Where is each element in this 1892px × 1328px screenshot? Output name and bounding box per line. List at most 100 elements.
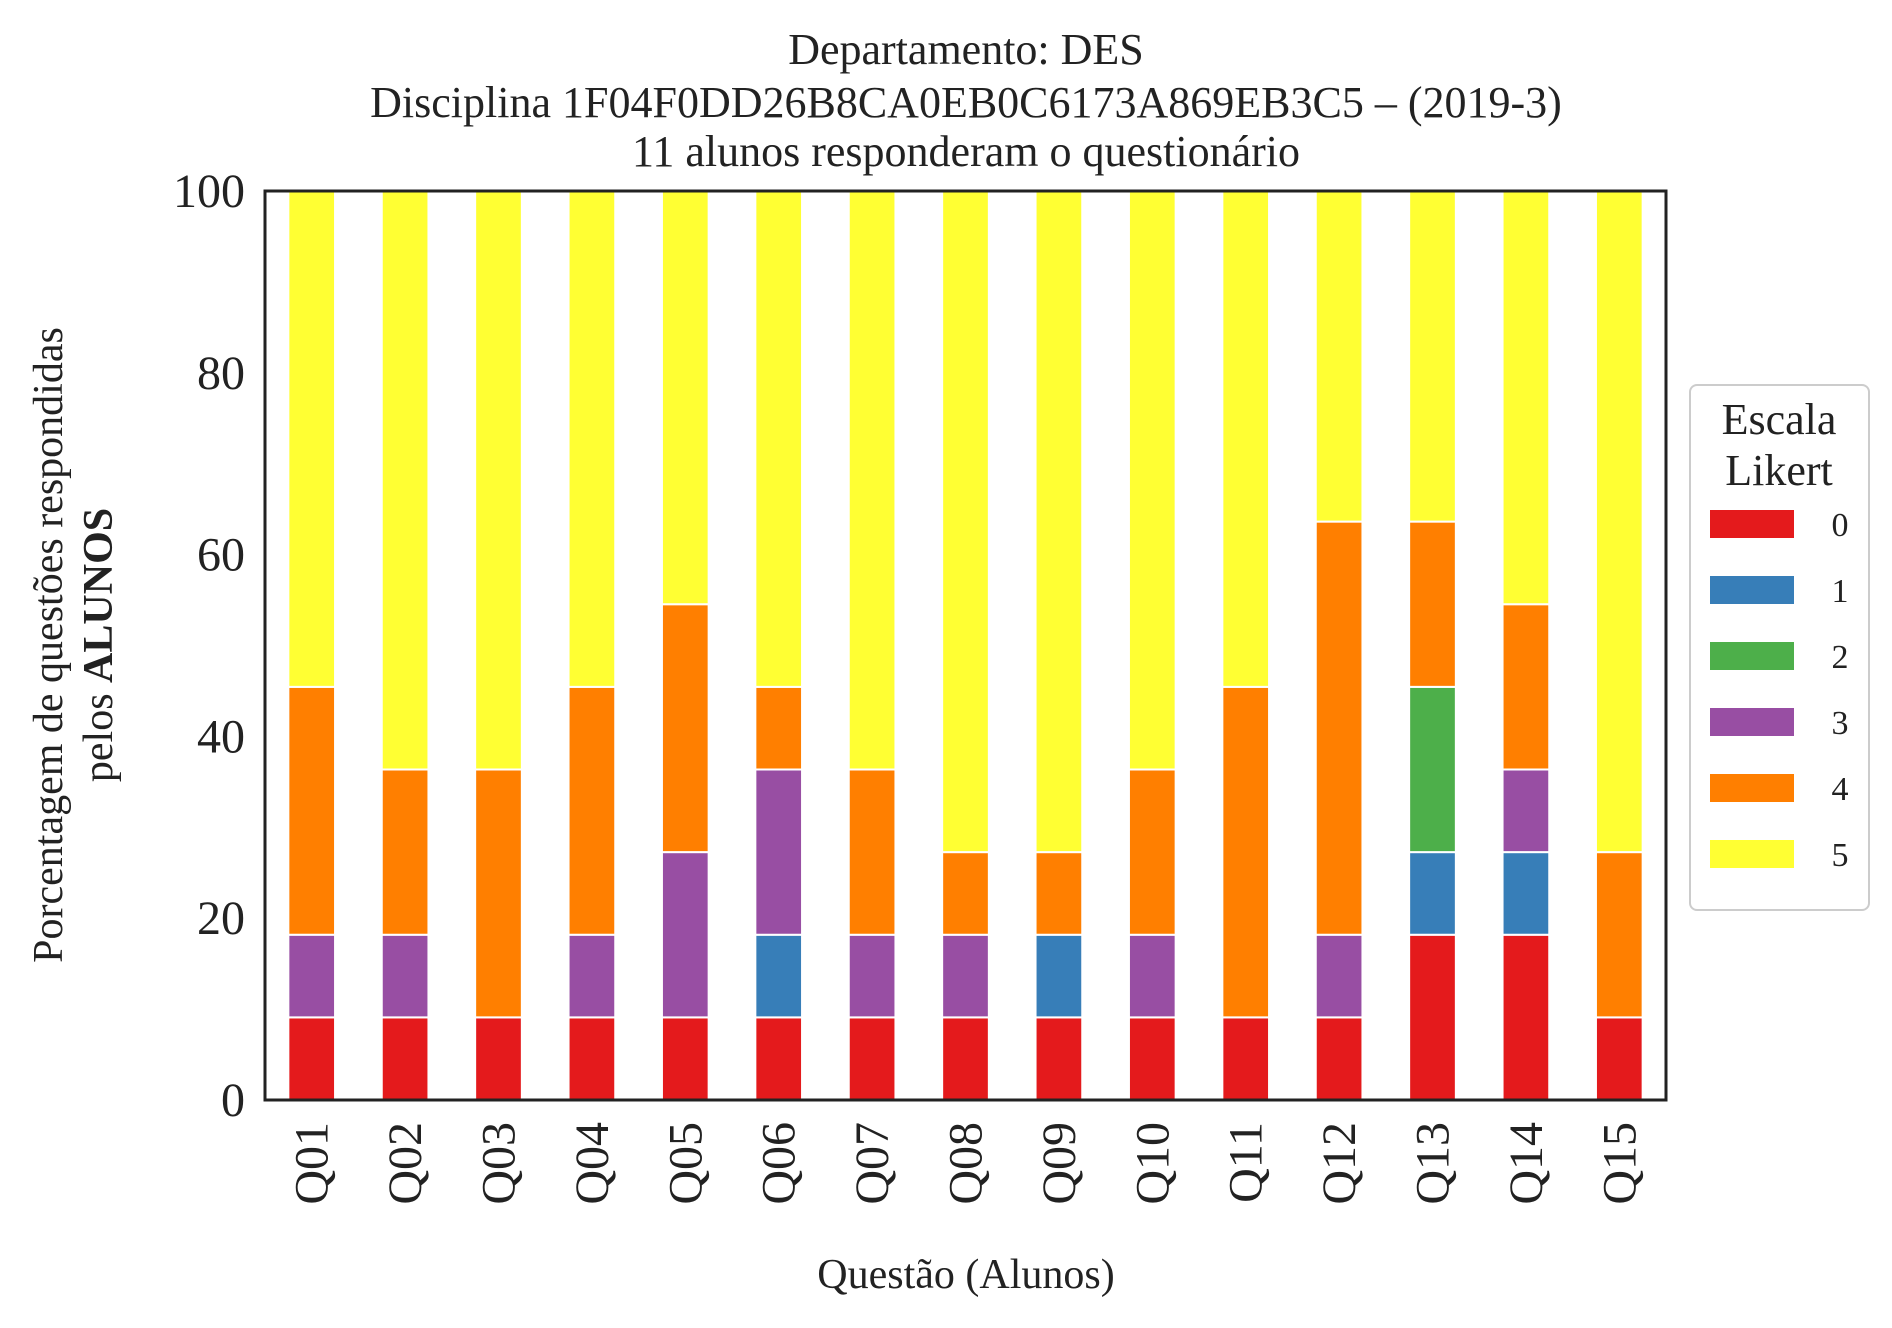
x-tick-q03: Q03 bbox=[473, 1122, 526, 1205]
title-line-1: Departamento: DES bbox=[788, 25, 1144, 74]
x-tick-q01: Q01 bbox=[286, 1122, 339, 1205]
legend-label-4: 4 bbox=[1832, 771, 1849, 808]
bar-q09-level-4 bbox=[1034, 851, 1084, 936]
x-tick-q12: Q12 bbox=[1313, 1122, 1366, 1205]
y-tick-label-0: 0 bbox=[221, 1074, 245, 1127]
bar-q02-level-3 bbox=[380, 933, 430, 1019]
y-tick-label-100: 100 bbox=[173, 165, 245, 218]
bar-q08-level-0 bbox=[941, 1016, 990, 1101]
x-tick-label-q15: Q15 bbox=[1593, 1122, 1646, 1205]
bar-q03-level-5 bbox=[474, 190, 523, 771]
y-axis-label-prefix: pelos bbox=[76, 683, 122, 782]
bar-q10-level-4 bbox=[1127, 768, 1177, 936]
bar-q02-level-5 bbox=[380, 190, 430, 771]
bar-q06-level-5 bbox=[754, 190, 804, 688]
bar-q05-level-3 bbox=[660, 851, 710, 1019]
y-axis-ticks: 0 20 40 60 80 100 bbox=[173, 165, 245, 1127]
y-axis-label-line-2: pelos ALUNOS bbox=[76, 508, 122, 782]
legend-entries: 0 1 2 3 4 5 bbox=[1710, 507, 1849, 874]
bar-q06-level-1 bbox=[754, 933, 804, 1019]
bar-q14-level-3 bbox=[1501, 768, 1551, 854]
bar-q13-level-2 bbox=[1408, 685, 1457, 854]
y-axis-label-bold: ALUNOS bbox=[76, 508, 122, 683]
legend-label-0: 0 bbox=[1832, 507, 1849, 544]
y-tick-label-20: 20 bbox=[197, 892, 245, 945]
legend-title-line-1: Escala bbox=[1722, 395, 1837, 444]
bar-q09-level-1 bbox=[1034, 933, 1084, 1019]
bar-q06-level-0 bbox=[754, 1016, 804, 1101]
title-line-3: 11 alunos responderam o questionário bbox=[632, 127, 1300, 176]
x-tick-label-q04: Q04 bbox=[566, 1122, 619, 1205]
bar-q14-level-4 bbox=[1501, 603, 1551, 771]
x-axis-ticks: Q01 Q02 Q03 Q04 Q05 Q06 Q07 Q08 Q09 Q10 Q11 Q12 Q13 Q… bbox=[286, 1122, 1647, 1205]
bar-q08-level-3 bbox=[941, 933, 990, 1019]
x-tick-label-q14: Q14 bbox=[1500, 1122, 1553, 1205]
legend-swatch-4 bbox=[1710, 774, 1794, 802]
bar-q13-level-0 bbox=[1408, 933, 1457, 1101]
bar-q07-level-5 bbox=[847, 190, 897, 771]
bar-q12-level-5 bbox=[1314, 190, 1364, 523]
legend-swatch-0 bbox=[1710, 510, 1794, 538]
legend-label-1: 1 bbox=[1832, 573, 1849, 610]
legend: Escala Likert 0 1 2 3 4 5 bbox=[1689, 384, 1870, 911]
legend-title-line-2: Likert bbox=[1725, 446, 1833, 495]
bar-q02-level-4 bbox=[380, 768, 430, 936]
bar-q01-level-5 bbox=[287, 190, 337, 688]
bar-q11-level-0 bbox=[1221, 1016, 1271, 1101]
bar-q06-level-4 bbox=[754, 685, 804, 771]
chart-title: Departamento: DES Disciplina 1F04F0DD26B… bbox=[370, 25, 1562, 176]
bar-q10-level-0 bbox=[1127, 1016, 1177, 1101]
y-tick-label-60: 60 bbox=[197, 529, 245, 582]
x-tick-label-q02: Q02 bbox=[379, 1122, 432, 1205]
x-tick-label-q05: Q05 bbox=[659, 1122, 712, 1205]
bar-q13-level-4 bbox=[1408, 520, 1457, 688]
legend-swatch-3 bbox=[1710, 708, 1794, 736]
bar-q09-level-0 bbox=[1034, 1016, 1084, 1101]
x-tick-label-q08: Q08 bbox=[940, 1122, 993, 1205]
bar-q01-level-4 bbox=[287, 685, 337, 936]
bar-q05-level-4 bbox=[660, 603, 710, 854]
bar-q07-level-3 bbox=[847, 933, 897, 1019]
bar-q04-level-0 bbox=[567, 1016, 617, 1101]
x-tick-q06: Q06 bbox=[753, 1122, 806, 1205]
bar-q03-level-4 bbox=[474, 768, 523, 1019]
bar-q05-level-0 bbox=[660, 1016, 710, 1101]
legend-swatch-2 bbox=[1710, 642, 1794, 670]
x-tick-label-q10: Q10 bbox=[1126, 1122, 1179, 1205]
bar-q01-level-0 bbox=[287, 1016, 337, 1101]
x-tick-label-q06: Q06 bbox=[753, 1122, 806, 1205]
bar-q15-level-0 bbox=[1594, 1016, 1644, 1101]
bar-q12-level-3 bbox=[1314, 933, 1364, 1019]
y-tick-label-80: 80 bbox=[197, 347, 245, 400]
x-tick-q10: Q10 bbox=[1126, 1122, 1179, 1205]
x-tick-q02: Q02 bbox=[379, 1122, 432, 1205]
bar-q11-level-5 bbox=[1221, 190, 1271, 688]
bar-q05-level-5 bbox=[660, 190, 710, 606]
bar-q07-level-0 bbox=[847, 1016, 897, 1101]
x-axis-label: Questão (Alunos) bbox=[817, 1252, 1114, 1298]
bar-q14-level-5 bbox=[1501, 190, 1551, 606]
legend-label-5: 5 bbox=[1832, 837, 1849, 874]
bar-q03-level-0 bbox=[474, 1016, 523, 1101]
bar-q12-level-4 bbox=[1314, 520, 1364, 936]
bar-q01-level-3 bbox=[287, 933, 337, 1019]
x-tick-label-q13: Q13 bbox=[1407, 1122, 1460, 1205]
legend-label-3: 3 bbox=[1832, 705, 1849, 742]
bar-q08-level-5 bbox=[941, 190, 990, 854]
x-tick-label-q07: Q07 bbox=[846, 1122, 899, 1205]
plot-frame bbox=[263, 189, 1668, 1102]
x-tick-q09: Q09 bbox=[1033, 1122, 1086, 1205]
bar-q11-level-4 bbox=[1221, 685, 1271, 1019]
bar-q06-level-3 bbox=[754, 768, 804, 936]
x-tick-label-q11: Q11 bbox=[1220, 1122, 1273, 1203]
bar-q04-level-4 bbox=[567, 685, 617, 936]
bar-q07-level-4 bbox=[847, 768, 897, 936]
legend-swatch-1 bbox=[1710, 576, 1794, 604]
bar-q10-level-3 bbox=[1127, 933, 1177, 1019]
title-line-2: Disciplina 1F04F0DD26B8CA0EB0C6173A869EB… bbox=[370, 78, 1562, 127]
x-tick-label-q12: Q12 bbox=[1313, 1122, 1366, 1205]
x-tick-label-q01: Q01 bbox=[286, 1122, 339, 1205]
y-axis-label-line-1: Porcentagem de questões respondidas bbox=[26, 327, 72, 963]
bar-q14-level-0 bbox=[1501, 933, 1551, 1101]
